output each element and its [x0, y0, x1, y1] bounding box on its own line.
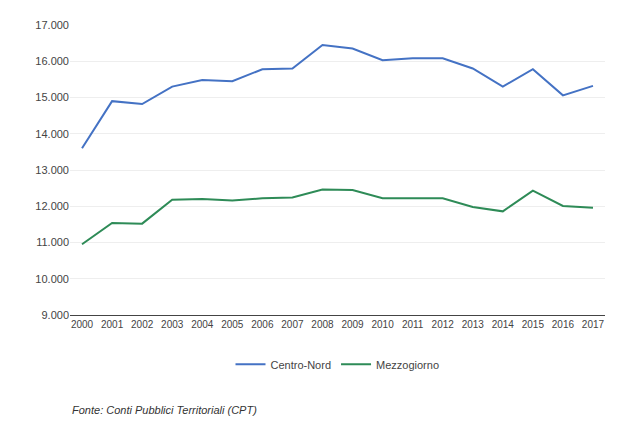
svg-text:2004: 2004: [191, 319, 214, 330]
svg-text:2013: 2013: [462, 319, 485, 330]
svg-text:12.000: 12.000: [35, 200, 69, 212]
svg-text:2010: 2010: [371, 319, 394, 330]
svg-text:Fonte: Conti Pubblici Territor: Fonte: Conti Pubblici Territoriali (CPT): [72, 404, 257, 416]
svg-text:17.000: 17.000: [35, 19, 69, 31]
svg-text:10.000: 10.000: [35, 273, 69, 285]
svg-text:9.000: 9.000: [41, 309, 69, 321]
svg-text:13.000: 13.000: [35, 164, 69, 176]
svg-text:2014: 2014: [492, 319, 515, 330]
svg-text:2000: 2000: [71, 319, 94, 330]
svg-text:11.000: 11.000: [36, 236, 69, 248]
svg-text:16.000: 16.000: [35, 55, 69, 67]
svg-text:2001: 2001: [101, 319, 124, 330]
svg-text:2009: 2009: [341, 319, 364, 330]
svg-text:2012: 2012: [432, 319, 455, 330]
svg-text:2003: 2003: [161, 319, 184, 330]
svg-text:Centro-Nord: Centro-Nord: [271, 359, 332, 371]
svg-text:15.000: 15.000: [35, 91, 69, 103]
svg-text:14.000: 14.000: [35, 128, 69, 140]
svg-text:2006: 2006: [251, 319, 274, 330]
svg-text:2008: 2008: [311, 319, 334, 330]
svg-text:2002: 2002: [131, 319, 154, 330]
svg-text:2011: 2011: [402, 319, 424, 330]
svg-text:2005: 2005: [221, 319, 244, 330]
svg-text:2007: 2007: [281, 319, 304, 330]
svg-text:2017: 2017: [582, 319, 605, 330]
svg-text:2015: 2015: [522, 319, 545, 330]
svg-text:Mezzogiorno: Mezzogiorno: [376, 359, 439, 371]
svg-text:2016: 2016: [552, 319, 575, 330]
